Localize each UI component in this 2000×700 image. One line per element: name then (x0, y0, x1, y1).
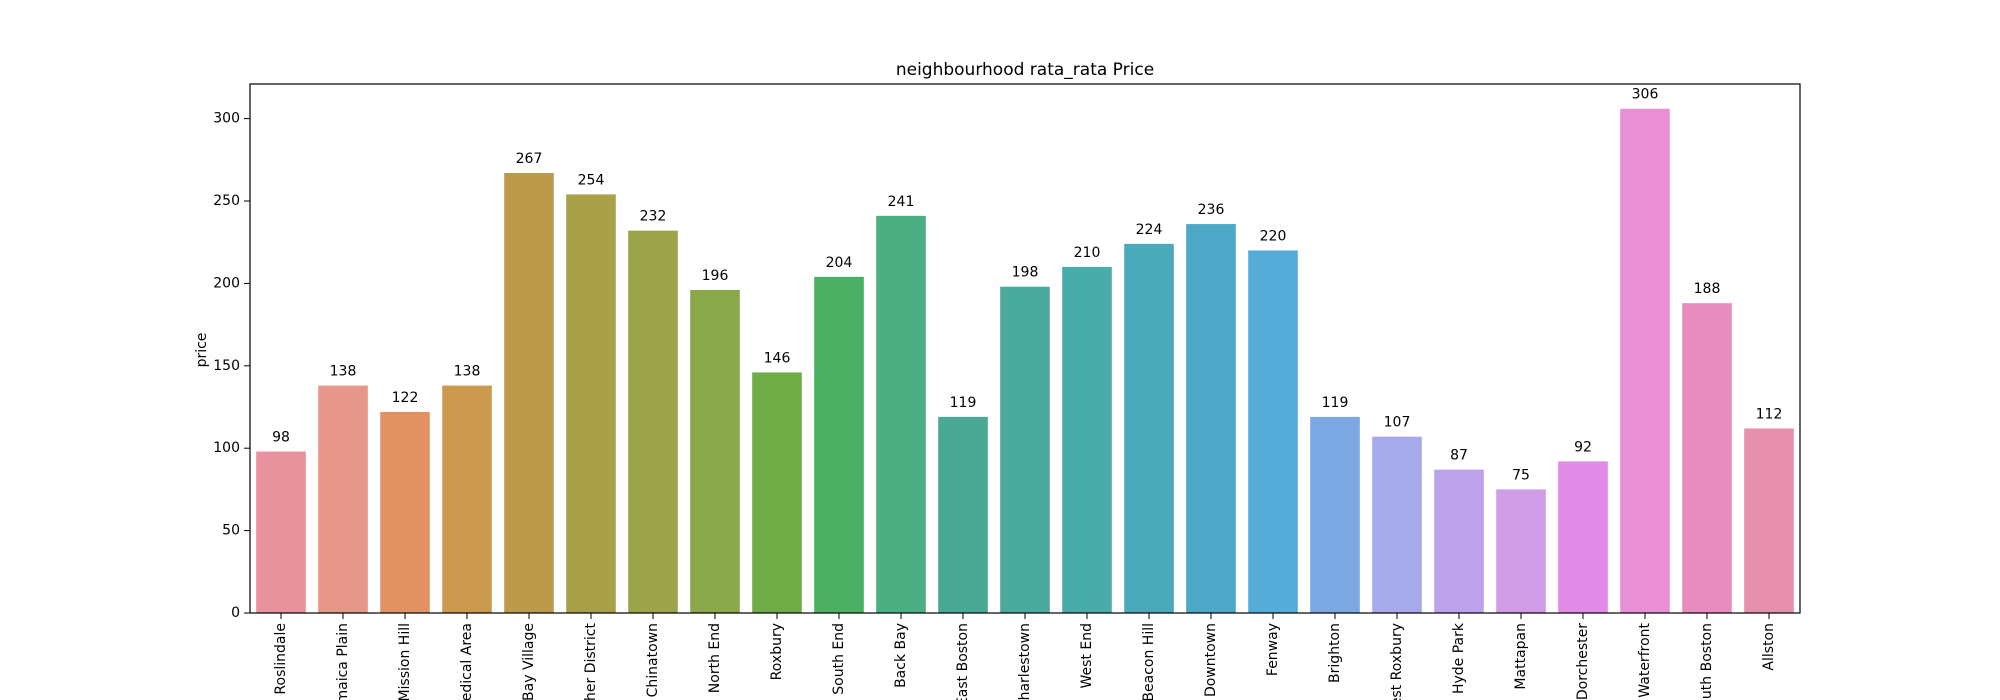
value-label: 204 (826, 255, 853, 271)
bar (628, 230, 678, 613)
x-tick-label: Beacon Hill (1141, 623, 1157, 700)
bar (1620, 108, 1670, 613)
bar (1248, 250, 1298, 613)
value-label: 119 (1322, 395, 1349, 411)
x-tick-label: East Boston (955, 623, 971, 700)
bar (1372, 436, 1422, 613)
bar (814, 276, 864, 613)
bar (690, 289, 740, 613)
chart-title: neighbourhood rata_rata Price (896, 60, 1154, 80)
x-tick-label: Bay Village (521, 623, 537, 700)
x-tick-label: Jamaica Plain (335, 623, 351, 700)
bar (1124, 243, 1174, 613)
bar (442, 385, 492, 613)
value-label: 138 (454, 364, 481, 380)
y-axis-label: price (194, 333, 210, 368)
bar (1434, 469, 1484, 613)
value-label: 138 (330, 364, 357, 380)
value-label: 122 (392, 390, 419, 406)
value-label: 146 (764, 350, 791, 366)
bar (318, 385, 368, 613)
bar (504, 172, 554, 613)
bar (938, 416, 988, 613)
value-label: 196 (702, 268, 729, 284)
x-tick-label: Leather District (583, 622, 599, 700)
x-tick-label: Back Bay (893, 623, 909, 688)
x-tick-label: Charlestown (1017, 623, 1033, 700)
bar (256, 451, 306, 613)
value-label: 188 (1694, 281, 1721, 297)
value-label: 241 (888, 194, 915, 210)
y-tick-label: 250 (213, 193, 240, 209)
y-tick-label: 50 (222, 523, 240, 539)
value-label: 220 (1260, 228, 1287, 244)
value-label: 306 (1632, 87, 1659, 103)
value-label: 232 (640, 209, 667, 225)
x-tick-label: South Boston Waterfront (1637, 622, 1653, 700)
x-tick-label: Longwood Medical Area (459, 623, 475, 700)
value-label: 98 (272, 429, 290, 445)
bar (1310, 416, 1360, 613)
value-label: 236 (1198, 202, 1225, 218)
x-tick-label: Brighton (1327, 623, 1343, 683)
value-label: 107 (1384, 415, 1411, 431)
value-label: 92 (1574, 439, 1592, 455)
bar (752, 372, 802, 613)
x-tick-label: Roxbury (769, 623, 785, 680)
bar (1558, 461, 1608, 613)
y-tick-label: 100 (213, 440, 240, 456)
bar (1186, 224, 1236, 613)
bar (1000, 286, 1050, 613)
x-tick-label: West Roxbury (1389, 623, 1405, 700)
y-tick-label: 150 (213, 358, 240, 374)
x-tick-label: Mission Hill (397, 623, 413, 700)
value-label: 198 (1012, 265, 1039, 281)
x-tick-label: South Boston (1699, 623, 1715, 700)
x-tick-label: South End (831, 623, 847, 695)
x-tick-label: North End (707, 623, 723, 693)
bar (876, 215, 926, 613)
value-label: 119 (950, 395, 977, 411)
bar (566, 194, 616, 613)
x-tick-label: Fenway (1265, 623, 1281, 676)
value-label: 87 (1450, 448, 1468, 464)
x-tick-label: Allston (1761, 623, 1777, 671)
y-tick-label: 200 (213, 275, 240, 291)
bar (1496, 489, 1546, 613)
value-label: 210 (1074, 245, 1101, 261)
x-tick-label: Chinatown (645, 623, 661, 697)
x-tick-label: Downtown (1203, 623, 1219, 697)
x-tick-label: West End (1079, 623, 1095, 688)
bar (1682, 303, 1732, 613)
x-tick-label: Dorchester (1575, 623, 1591, 700)
bar (1062, 266, 1112, 613)
y-tick-label: 0 (231, 605, 240, 621)
value-label: 224 (1136, 222, 1163, 238)
bar (380, 411, 430, 613)
value-label: 75 (1512, 467, 1530, 483)
bar (1744, 428, 1794, 613)
value-label: 254 (578, 172, 605, 188)
value-label: 112 (1756, 406, 1783, 422)
plot-frame (249, 83, 1801, 614)
x-tick-label: Mattapan (1513, 623, 1529, 690)
x-tick-label: Roslindale (273, 623, 289, 695)
x-tick-label: Hyde Park (1451, 622, 1467, 694)
value-label: 267 (516, 151, 543, 167)
y-tick-label: 300 (213, 111, 240, 127)
